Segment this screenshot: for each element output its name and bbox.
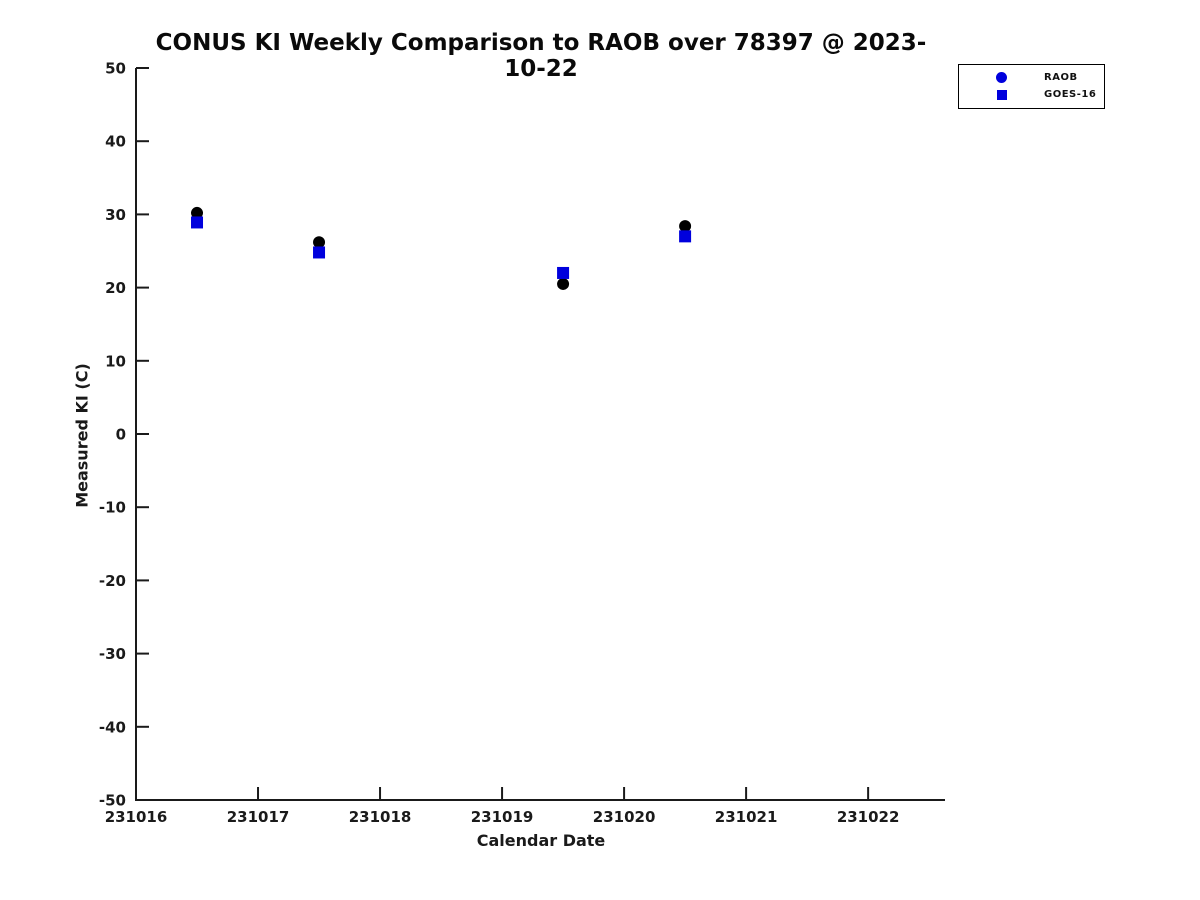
y-tick-label: -10: [99, 499, 126, 517]
x-tick-label: 231021: [715, 808, 778, 826]
x-tick-label: 231022: [837, 808, 900, 826]
x-tick-label: 231019: [471, 808, 534, 826]
raob-marker: [679, 220, 692, 233]
x-tick-label: 231018: [349, 808, 412, 826]
raob-marker: [557, 277, 570, 290]
x-tick-label: 231016: [105, 808, 168, 826]
y-tick-label: -40: [99, 718, 126, 736]
raob-circle-icon: [996, 72, 1007, 83]
legend: RAOB GOES-16: [958, 64, 1105, 109]
goes16-square-icon: [996, 89, 1007, 100]
y-tick-label: 40: [105, 133, 126, 151]
y-tick-label: 50: [105, 60, 126, 78]
y-tick-label: -30: [99, 645, 126, 663]
x-axis-label: Calendar Date: [476, 831, 606, 850]
x-tick-label: 231020: [593, 808, 656, 826]
goes-16-marker: [313, 246, 326, 259]
y-tick-label: 20: [105, 279, 126, 297]
goes-16-marker: [557, 266, 570, 279]
x-tick-label: 231017: [227, 808, 290, 826]
goes-16-marker: [191, 216, 204, 229]
chart-title: CONUS KI Weekly Comparison to RAOB over …: [155, 30, 927, 82]
goes-16-marker: [679, 230, 692, 243]
y-tick-label: -50: [99, 792, 126, 810]
legend-entry-raob: RAOB: [959, 69, 1104, 86]
y-axis-label: Measured KI (C): [72, 363, 92, 508]
y-tick-label: 10: [105, 352, 126, 370]
legend-label-goes16: GOES-16: [1044, 89, 1097, 100]
y-tick-label: 30: [105, 206, 126, 224]
legend-label-raob: RAOB: [1044, 72, 1078, 83]
y-tick-label: 0: [116, 426, 126, 444]
legend-entry-goes16: GOES-16: [959, 86, 1104, 103]
y-tick-label: -20: [99, 572, 126, 590]
raob-marker: [313, 236, 326, 249]
